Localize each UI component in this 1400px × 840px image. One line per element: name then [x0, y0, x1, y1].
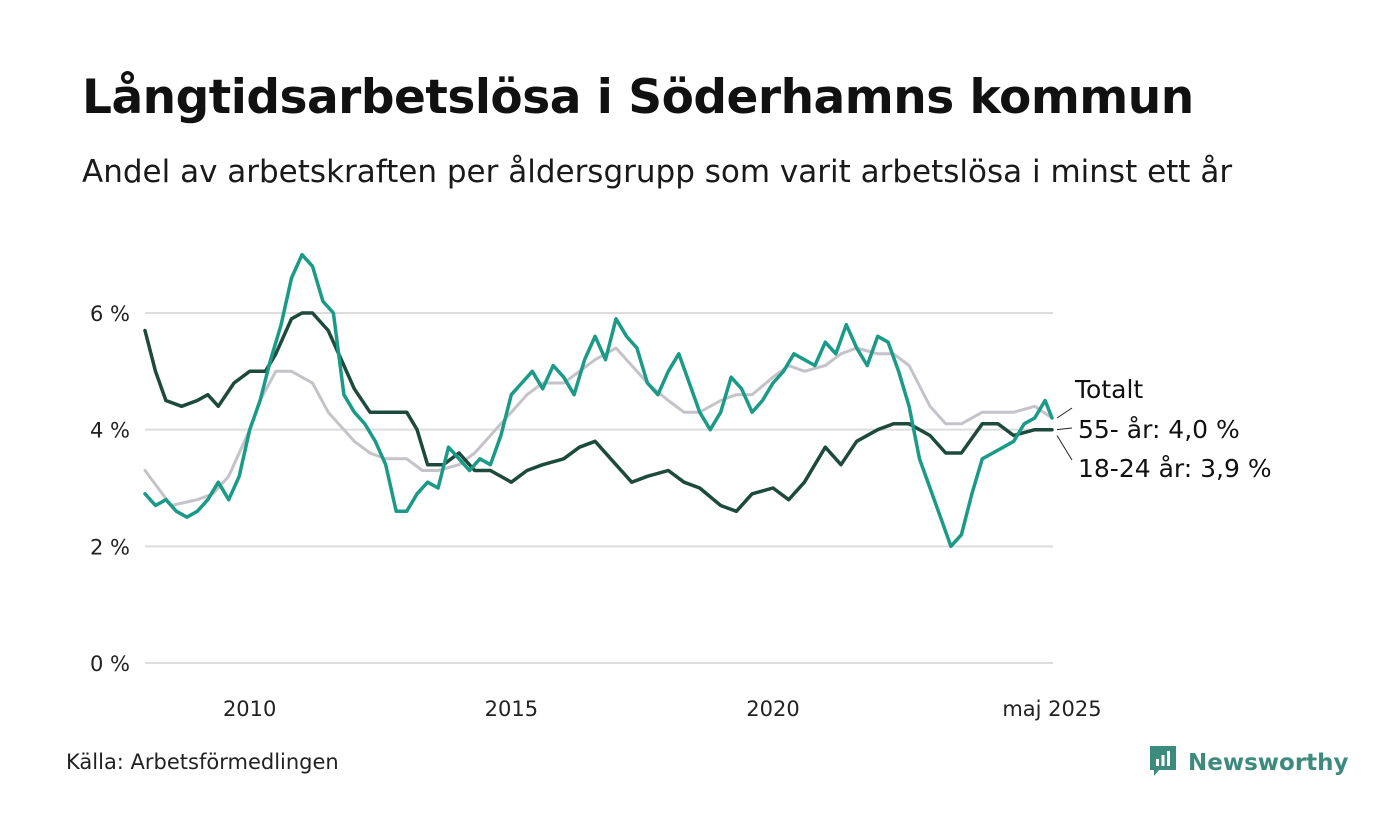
x-tick-label: 2020: [746, 697, 799, 721]
end-labels: Totalt 55- år: 4,0 % 18-24 år: 3,9 %: [1056, 375, 1272, 483]
source-note: Källa: Arbetsförmedlingen: [66, 750, 339, 774]
end-label: Totalt: [1074, 375, 1143, 404]
chart-title: Långtidsarbetslösa i Söderhamns kommun: [82, 70, 1194, 125]
line-chart: 0 % 2 % 4 % 6 % 2010 2015 2020 maj 2025 Totalt…: [90, 252, 1272, 721]
bar-chart-logo-icon: [1148, 744, 1178, 782]
y-tick-label: 6 %: [90, 302, 130, 326]
brand-name: Newsworthy: [1188, 750, 1349, 776]
brand-logo[interactable]: Newsworthy: [1148, 744, 1349, 782]
end-label: 18-24 år: 3,9 %: [1078, 454, 1272, 483]
y-tick-label: 0 %: [90, 652, 130, 676]
end-label-leader: [1056, 435, 1073, 461]
y-axis-ticks: 0 % 2 % 4 % 6 %: [90, 302, 130, 676]
x-tick-label: 2010: [223, 697, 276, 721]
y-tick-label: 2 %: [90, 535, 130, 559]
series-line-totalt: [143, 346, 1054, 507]
grid-lines: [145, 312, 1053, 664]
end-label-leader: [1056, 427, 1073, 431]
end-label: 55- år: 4,0 %: [1078, 415, 1240, 444]
y-tick-label: 4 %: [90, 419, 130, 443]
series-line-age_18_24: [143, 252, 1054, 549]
series-lines: [143, 252, 1054, 549]
x-tick-label: maj 2025: [1002, 697, 1101, 721]
x-tick-label: 2015: [485, 697, 538, 721]
end-label-leader: [1056, 407, 1073, 419]
x-axis-ticks: 2010 2015 2020 maj 2025: [223, 697, 1102, 721]
chart-subtitle: Andel av arbetskraften per åldersgrupp s…: [82, 154, 1233, 190]
